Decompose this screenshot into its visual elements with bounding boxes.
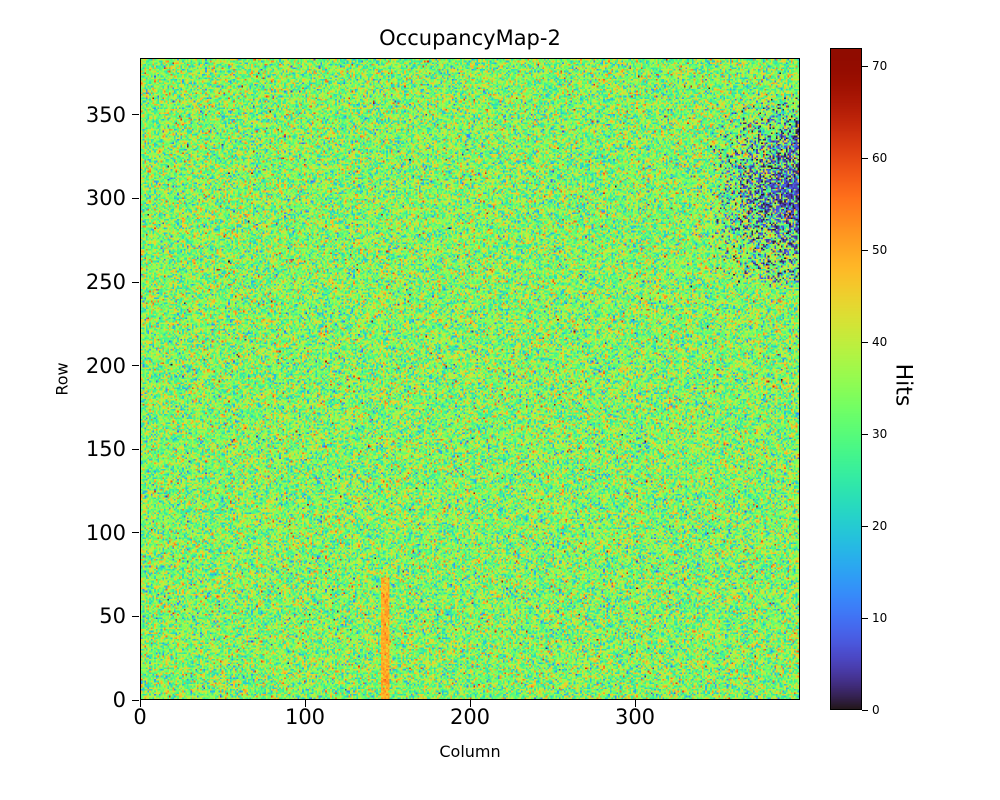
y-tick-mark [132, 281, 139, 283]
colorbar-tick-label: 70 [872, 59, 888, 74]
colorbar-tick-mark [862, 433, 868, 435]
colorbar-tick-label: 60 [872, 151, 888, 166]
colorbar-label: Hits [890, 363, 916, 407]
y-tick-label: 50 [99, 604, 126, 629]
colorbar [830, 48, 862, 710]
colorbar-tick-mark [862, 617, 868, 619]
y-tick-label: 150 [85, 437, 126, 462]
colorbar-tick-mark [862, 249, 868, 251]
y-tick-label: 0 [112, 688, 126, 712]
y-tick-mark [132, 365, 139, 367]
colorbar-tick-label: 10 [872, 611, 888, 626]
y-tick-mark [132, 197, 139, 199]
x-tick-mark [139, 700, 141, 707]
colorbar-tick-label: 40 [872, 335, 888, 350]
y-tick-label: 250 [85, 270, 126, 295]
colorbar-tick-label: 0 [872, 703, 880, 717]
y-axis-label: Row [52, 362, 72, 396]
x-tick-mark [634, 700, 636, 707]
colorbar-tick-mark [862, 65, 868, 67]
x-tick-mark [469, 700, 471, 707]
y-tick-label: 100 [85, 520, 126, 545]
colorbar-canvas [831, 49, 861, 709]
x-tick-mark [304, 700, 306, 707]
heatmap-plot-area [140, 58, 800, 700]
heatmap-canvas [141, 59, 799, 699]
colorbar-tick-mark [862, 341, 868, 343]
y-tick-mark [132, 615, 139, 617]
colorbar-tick-mark [862, 157, 868, 159]
colorbar-tick-label: 30 [872, 427, 888, 442]
colorbar-tick-label: 50 [872, 243, 888, 258]
y-tick-label: 300 [85, 186, 126, 211]
y-tick-label: 350 [85, 102, 126, 127]
y-tick-mark [132, 699, 139, 701]
colorbar-tick-mark [862, 709, 868, 711]
y-tick-mark [132, 532, 139, 534]
chart-title: OccupancyMap-2 [379, 26, 561, 50]
colorbar-tick-mark [862, 525, 868, 527]
y-tick-label: 200 [85, 353, 126, 378]
x-tick-label: 200 [449, 705, 491, 729]
x-tick-label: 300 [614, 705, 656, 729]
colorbar-tick-label: 20 [872, 519, 888, 534]
x-axis-label: Column [439, 742, 501, 761]
x-tick-label: 0 [133, 705, 147, 729]
y-tick-mark [132, 114, 139, 116]
y-tick-mark [132, 448, 139, 450]
x-tick-label: 100 [284, 705, 326, 729]
